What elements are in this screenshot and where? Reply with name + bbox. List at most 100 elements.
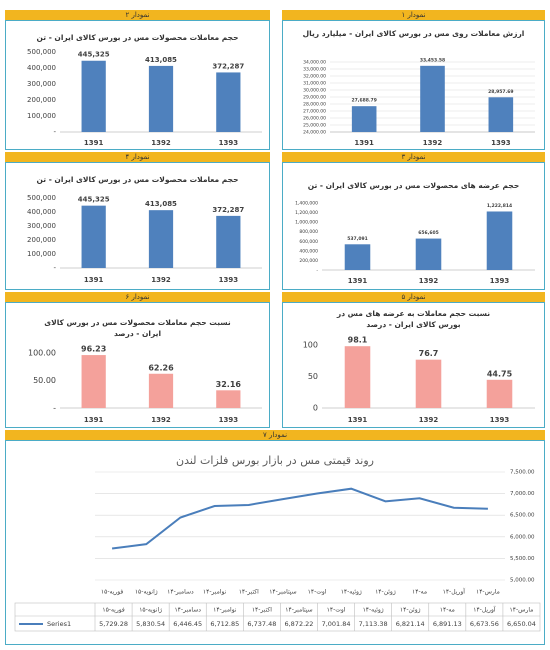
y-tick-label: 27,000.00 bbox=[303, 109, 326, 115]
y-tick-label: - bbox=[53, 264, 56, 272]
panel-header: نمودار ۳ bbox=[282, 152, 545, 162]
y-tick-label: 400,000 bbox=[299, 248, 318, 254]
x-tick-label: ژوئیه-۱۴ bbox=[341, 589, 362, 596]
data-label: 28,957.69 bbox=[488, 89, 513, 95]
table-value: 7,113.38 bbox=[359, 620, 388, 628]
y-tick-label: 1,400,000 bbox=[295, 201, 318, 207]
data-label: 445,325 bbox=[78, 196, 110, 204]
y-tick-label: - bbox=[53, 404, 56, 413]
x-tick-label: آوریل-۱۴ bbox=[443, 587, 466, 596]
y-tick-label: 200,000 bbox=[27, 236, 56, 244]
chart-title: روند قیمتی مس در بازار بورس فلزات لندن bbox=[176, 454, 374, 467]
table-header: اکتبر-۱۴ bbox=[252, 607, 272, 614]
bar bbox=[216, 390, 241, 408]
table-value: 6,891.13 bbox=[433, 620, 462, 628]
panel-border bbox=[5, 440, 545, 645]
bar bbox=[486, 379, 513, 408]
panel-header: نمودار ۵ bbox=[282, 292, 545, 302]
bar bbox=[420, 65, 445, 132]
y-tick-label: 30,000.00 bbox=[303, 88, 326, 94]
y-tick-label: 300,000 bbox=[27, 80, 56, 88]
bar bbox=[216, 215, 241, 268]
y-tick-label: 0 bbox=[313, 404, 318, 413]
x-tick-label: ژانویه-۱۵ bbox=[135, 589, 158, 596]
y-tick-label: 32,000.00 bbox=[303, 74, 326, 80]
y-tick-label: 5,000.00 bbox=[510, 578, 535, 584]
y-tick-label: 400,000 bbox=[27, 64, 56, 72]
y-tick-label: 100 bbox=[303, 341, 318, 350]
y-tick-label: 7,500.00 bbox=[510, 470, 535, 476]
bar bbox=[415, 359, 442, 408]
chart-title: حجم معاملات محصولات مس در بورس کالای ایر… bbox=[36, 33, 239, 42]
x-tick-label: ژوئن-۱۴ bbox=[375, 589, 396, 596]
data-label: 537,091 bbox=[347, 236, 368, 242]
y-tick-label: 28,000.00 bbox=[303, 102, 326, 108]
bar bbox=[486, 211, 513, 270]
chart-title: نسبت حجم معاملات محصولات مس در بورس کالا… bbox=[44, 318, 231, 338]
x-tick-label: 1393 bbox=[490, 277, 510, 285]
table-value: 7,001.84 bbox=[322, 620, 351, 628]
table-header: نوامبر-۱۴ bbox=[213, 607, 237, 614]
table-header: ژوئن-۱۴ bbox=[400, 607, 421, 614]
y-tick-label: 800,000 bbox=[299, 229, 318, 235]
y-tick-label: 100,000 bbox=[27, 112, 56, 120]
bar bbox=[344, 346, 371, 408]
y-tick-label: 1,200,000 bbox=[295, 210, 318, 216]
y-tick-label: 200,000 bbox=[299, 258, 318, 264]
panel-border bbox=[5, 162, 270, 290]
x-tick-label: 1391 bbox=[348, 416, 368, 424]
panel-header: نمودار ۴ bbox=[5, 152, 270, 162]
x-tick-label: مه-۱۴ bbox=[412, 589, 427, 596]
panel-border bbox=[5, 20, 270, 150]
y-tick-label: 7,000.00 bbox=[510, 491, 535, 497]
table-header: دسامبر-۱۴ bbox=[174, 607, 201, 614]
y-tick-label: 200,000 bbox=[27, 96, 56, 104]
data-label: 413,085 bbox=[145, 200, 177, 208]
bar bbox=[415, 238, 442, 270]
data-label: 445,325 bbox=[78, 51, 110, 59]
x-tick-label: 1391 bbox=[84, 416, 104, 424]
line-series bbox=[111, 487, 488, 550]
x-tick-label: 1393 bbox=[490, 416, 510, 424]
bar bbox=[351, 106, 377, 132]
x-tick-label: 1391 bbox=[348, 277, 368, 285]
table-value: 6,737.48 bbox=[247, 620, 276, 628]
panel-border bbox=[282, 302, 545, 428]
panel-header: نمودار ۷ bbox=[5, 430, 545, 440]
data-label: 372,287 bbox=[212, 62, 244, 70]
chart-title: نسبت حجم معاملات به عرضه های مس در بورس … bbox=[336, 309, 491, 329]
y-tick-label: - bbox=[53, 128, 56, 136]
table-value: 6,446.45 bbox=[173, 620, 202, 628]
data-label: 98.1 bbox=[348, 336, 368, 345]
x-tick-label: 1392 bbox=[151, 416, 171, 424]
table-header: ژوئیه-۱۴ bbox=[363, 607, 384, 614]
chart-title: حجم عرضه های محصولات مس در بورس کالای ای… bbox=[307, 181, 520, 190]
y-tick-label: 25,000.00 bbox=[303, 123, 326, 129]
bar bbox=[148, 373, 174, 408]
chart-title: ارزش معاملات روی مس در بورس کالای ایران … bbox=[302, 29, 525, 38]
y-tick-label: 1,000,000 bbox=[295, 220, 318, 226]
y-tick-label: 100.00 bbox=[28, 349, 56, 358]
x-tick-label: 1393 bbox=[219, 276, 239, 284]
data-label: 372,287 bbox=[212, 206, 244, 214]
data-label: 76.7 bbox=[419, 349, 439, 358]
x-tick-label: 1392 bbox=[419, 416, 439, 424]
table-header: اوت-۱۴ bbox=[327, 607, 346, 614]
x-tick-label: 1392 bbox=[423, 139, 443, 147]
y-tick-label: 600,000 bbox=[299, 239, 318, 245]
bar bbox=[81, 205, 106, 268]
panel-border bbox=[282, 162, 545, 290]
data-label: 656,605 bbox=[418, 230, 439, 236]
data-label: 1,222,814 bbox=[487, 203, 512, 209]
bar bbox=[216, 72, 241, 132]
data-label: 62.26 bbox=[148, 363, 174, 372]
x-tick-label: 1391 bbox=[84, 139, 104, 147]
panel-header: نمودار ۲ bbox=[5, 10, 270, 20]
x-tick-label: 1391 bbox=[84, 276, 104, 284]
x-tick-label: سپتامبر-۱۴ bbox=[269, 589, 296, 596]
panel-border bbox=[5, 302, 270, 428]
chart-title: حجم معاملات محصولات مس در بورس کالای ایر… bbox=[36, 175, 239, 184]
y-tick-label: 34,000.00 bbox=[303, 60, 326, 66]
panel-border bbox=[282, 20, 545, 150]
